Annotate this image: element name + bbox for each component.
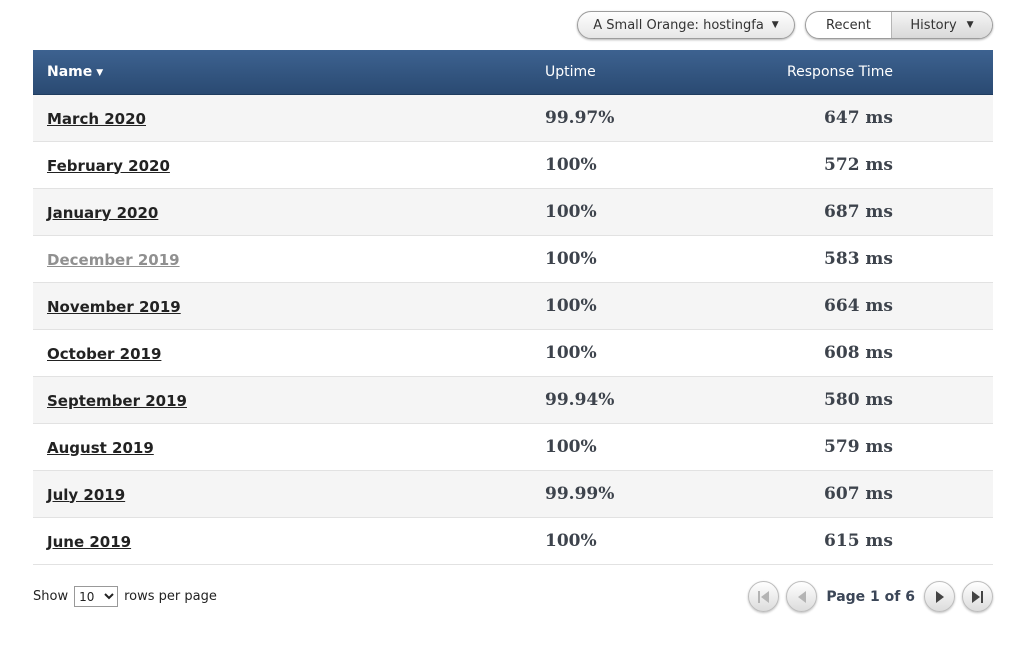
response-time-value: 664 ms (824, 296, 893, 316)
column-header-response-time[interactable]: Response Time (787, 64, 893, 80)
table-row: November 2019 100% 664 ms (33, 283, 993, 330)
month-link[interactable]: November 2019 (47, 297, 181, 316)
table-row: March 2020 99.97% 647 ms (33, 95, 993, 142)
response-time-value: 580 ms (824, 390, 893, 410)
tab-recent-label: Recent (826, 17, 871, 33)
view-toggle: Recent History ▼ (805, 11, 993, 39)
rows-per-page-control: Show 10 rows per page (33, 586, 217, 607)
pagination: Page 1 of 6 (748, 581, 993, 612)
month-link[interactable]: June 2019 (47, 532, 132, 551)
response-time-value: 647 ms (824, 108, 893, 128)
response-time-value: 687 ms (824, 202, 893, 222)
next-page-icon (935, 590, 944, 603)
uptime-value: 100% (545, 296, 597, 316)
uptime-value: 99.97% (545, 108, 615, 128)
response-time-value: 583 ms (824, 249, 893, 269)
table-row: July 2019 99.99% 607 ms (33, 471, 993, 518)
month-link[interactable]: February 2020 (47, 156, 170, 175)
table-row: June 2019 100% 615 ms (33, 518, 993, 565)
show-label: Show (33, 589, 69, 604)
rows-per-page-select[interactable]: 10 (74, 586, 119, 607)
table-row: October 2019 100% 608 ms (33, 330, 993, 377)
monitor-dropdown-label: A Small Orange: hostingfa (593, 17, 764, 33)
month-link[interactable]: July 2019 (47, 485, 126, 504)
tab-history-label: History (910, 17, 957, 33)
table-header: Name ▼ Uptime Response Time (33, 50, 993, 95)
table-row: December 2019 100% 583 ms (33, 236, 993, 283)
uptime-table: Name ▼ Uptime Response Time March 2020 99… (33, 50, 993, 565)
response-time-value: 615 ms (824, 531, 893, 551)
sort-desc-icon: ▼ (96, 68, 104, 78)
first-page-icon (758, 590, 761, 603)
topbar: A Small Orange: hostingfa ▼ Recent Histo… (0, 0, 1035, 40)
uptime-value: 100% (545, 531, 597, 551)
table-row: January 2020 100% 687 ms (33, 189, 993, 236)
response-time-value: 579 ms (824, 437, 893, 457)
uptime-value: 100% (545, 437, 597, 457)
last-page-icon (972, 590, 980, 603)
uptime-value: 99.99% (545, 484, 615, 504)
uptime-value: 100% (545, 202, 597, 222)
column-header-uptime[interactable]: Uptime (545, 64, 596, 80)
uptime-value: 99.94% (545, 390, 615, 410)
response-time-value: 608 ms (824, 343, 893, 363)
month-link[interactable]: August 2019 (47, 438, 154, 457)
prev-page-button[interactable] (786, 581, 818, 612)
chevron-down-icon: ▼ (771, 19, 779, 30)
page-status: Page 1 of 6 (826, 588, 915, 605)
chevron-down-icon: ▼ (966, 19, 974, 30)
month-link[interactable]: January 2020 (47, 203, 159, 222)
response-time-value: 607 ms (824, 484, 893, 504)
table-row: February 2020 100% 572 ms (33, 142, 993, 189)
last-page-button[interactable] (962, 581, 993, 612)
uptime-value: 100% (545, 343, 597, 363)
table-footer: Show 10 rows per page Page 1 of 6 (33, 581, 993, 612)
monitor-dropdown[interactable]: A Small Orange: hostingfa ▼ (577, 11, 795, 39)
table-row: August 2019 100% 579 ms (33, 424, 993, 471)
month-link[interactable]: March 2020 (47, 109, 146, 128)
tab-history[interactable]: History ▼ (892, 12, 992, 38)
month-link[interactable]: September 2019 (47, 391, 187, 410)
first-page-button[interactable] (748, 581, 780, 612)
uptime-value: 100% (545, 249, 597, 269)
column-header-name[interactable]: Name ▼ (47, 64, 104, 80)
uptime-value: 100% (545, 155, 597, 175)
month-link[interactable]: October 2019 (47, 344, 162, 363)
month-link[interactable]: December 2019 (47, 250, 180, 269)
table-row: September 2019 99.94% 580 ms (33, 377, 993, 424)
prev-page-icon (797, 590, 806, 603)
rows-per-page-label: rows per page (124, 589, 217, 604)
response-time-value: 572 ms (824, 155, 893, 175)
next-page-button[interactable] (924, 581, 955, 612)
tab-recent[interactable]: Recent (806, 12, 892, 38)
